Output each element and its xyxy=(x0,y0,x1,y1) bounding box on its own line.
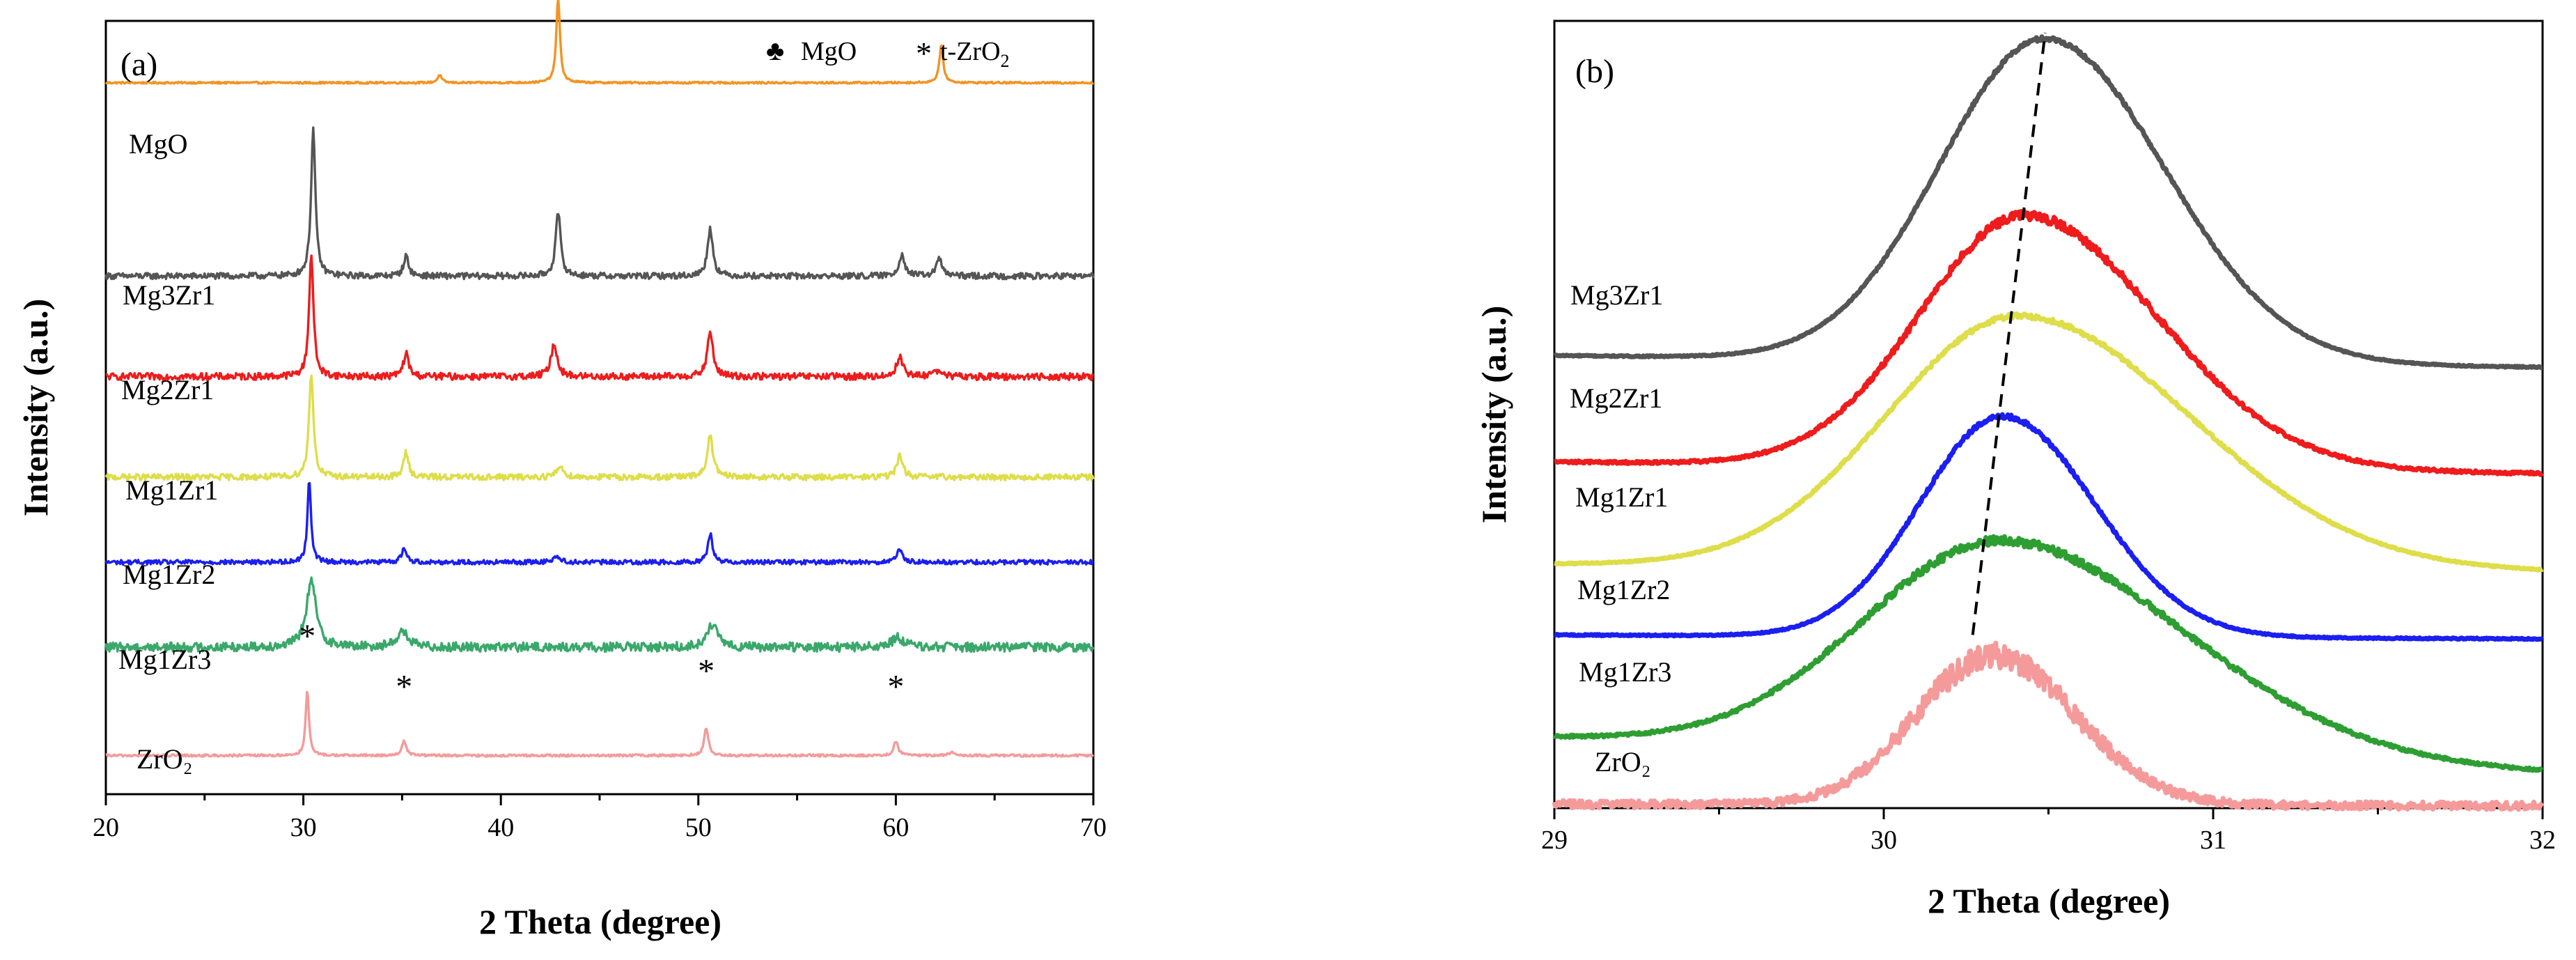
legend-mgo-label: MgO xyxy=(801,37,857,66)
series-b-mg1zr3-line xyxy=(1552,534,2544,773)
series-a-mgo-line xyxy=(104,0,1095,85)
legend-tzro2-label: t-ZrO2 xyxy=(940,37,1010,71)
x-tick-label-b-32: 32 xyxy=(2529,826,2556,855)
series-a-mg1zr1-label: Mg1Zr1 xyxy=(125,474,218,506)
series-b-mg2zr1-line xyxy=(1553,209,2544,477)
series-b-mg1zr1-label: Mg1Zr1 xyxy=(1575,481,1668,513)
series-a-mg3zr1-label: Mg3Zr1 xyxy=(123,279,215,311)
panel-a-curves xyxy=(104,0,1095,758)
panel-b-label: (b) xyxy=(1575,53,1614,90)
series-a-mg1zr3-line xyxy=(104,576,1095,653)
series-b-mg1zr2-line xyxy=(1553,412,2544,642)
series-a-mg1zr1-line xyxy=(104,374,1095,481)
series-b-mg3zr1-line xyxy=(1553,34,2544,371)
zro2-peak-marker-5: * xyxy=(887,668,904,705)
panel-b: Mg3Zr1 Mg2Zr1 Mg1Zr1 Mg1Zr2 Mg1Zr3 ZrO₂ 29 30 3… xyxy=(1474,20,2556,920)
panel-a-frame xyxy=(104,20,1095,796)
panel-b-series-labels: Mg3Zr1 Mg2Zr1 Mg1Zr1 Mg1Zr2 Mg1Zr3 ZrO₂ xyxy=(1570,279,1671,777)
x-tick-label-b-29: 29 xyxy=(1541,826,1568,855)
zro2-peak-marker-4: * xyxy=(698,653,715,690)
panel-b-x-axis-title: 2 Theta (degree) xyxy=(1928,881,2170,920)
zro2-peak-marker-3: * xyxy=(396,668,412,705)
panel-a-x-axis: 20 30 40 50 60 70 xyxy=(93,794,1107,842)
series-a-mgo-label: MgO xyxy=(129,128,187,160)
legend-tzro2-subscript: 2 xyxy=(1001,51,1010,71)
panel-a-legend: ♣ MgO * t-ZrO2 xyxy=(766,35,1010,71)
series-b-zro2-line xyxy=(1552,640,2545,812)
series-b-mg3zr1-label: Mg3Zr1 xyxy=(1570,279,1663,311)
series-a-mg2zr1-line xyxy=(105,254,1095,382)
legend-tzro2-text: t-ZrO xyxy=(940,37,1001,66)
panel-a-y-axis-title: Intensity (a.u.) xyxy=(16,299,55,517)
series-b-mg2zr1-label: Mg2Zr1 xyxy=(1570,382,1662,414)
panel-b-x-axis: 29 30 31 32 xyxy=(1541,808,2556,855)
x-tick-label-b-30: 30 xyxy=(1871,826,1897,855)
series-a-mg2zr1-label: Mg2Zr1 xyxy=(121,374,214,405)
x-tick-label-a-30: 30 xyxy=(290,813,317,842)
legend-tzro2-symbol: * xyxy=(916,36,932,71)
x-tick-label-a-50: 50 xyxy=(685,813,712,842)
peak-shift-dashed-line xyxy=(1971,32,2047,635)
series-a-mg1zr3-label: Mg1Zr3 xyxy=(118,644,211,675)
series-b-zro2-label: ZrO₂ xyxy=(1595,746,1651,777)
series-b-mg1zr2-label: Mg1Zr2 xyxy=(1577,574,1670,605)
legend-mgo-symbol: ♣ xyxy=(766,35,784,66)
panel-a-peak-markers: ♣♣**** xyxy=(299,618,904,705)
series-a-zro2-line xyxy=(105,690,1095,758)
panel-a-series-labels: MgO Mg3Zr1 Mg2Zr1 Mg1Zr1 Mg1Zr2 Mg1Zr3 ZrO₂ xyxy=(118,128,218,775)
series-b-mg1zr1-line xyxy=(1553,311,2544,573)
panel-a-x-axis-title: 2 Theta (degree) xyxy=(479,902,721,941)
x-tick-label-a-60: 60 xyxy=(882,813,909,842)
x-tick-label-a-70: 70 xyxy=(1080,813,1107,842)
panel-b-y-axis-title: Intensity (a.u.) xyxy=(1474,306,1513,524)
series-b-mg1zr3-label: Mg1Zr3 xyxy=(1579,656,1671,688)
x-tick-label-a-20: 20 xyxy=(93,813,119,842)
panel-a: MgO Mg3Zr1 Mg2Zr1 Mg1Zr1 Mg1Zr2 Mg1Zr3 ZrO₂ ♣♣… xyxy=(16,0,1107,941)
series-a-mg3zr1-line xyxy=(104,126,1095,281)
series-a-zro2-label: ZrO₂ xyxy=(136,743,193,775)
series-a-mg1zr2-label: Mg1Zr2 xyxy=(123,559,215,590)
zro2-peak-marker-2: * xyxy=(299,618,315,655)
panel-a-label: (a) xyxy=(120,46,157,83)
series-a-mg1zr2-line xyxy=(104,481,1094,566)
panel-b-trend-line xyxy=(1971,32,2047,635)
panel-b-curves xyxy=(1552,34,2545,812)
x-tick-label-b-31: 31 xyxy=(2200,826,2226,855)
x-tick-label-a-40: 40 xyxy=(487,813,514,842)
